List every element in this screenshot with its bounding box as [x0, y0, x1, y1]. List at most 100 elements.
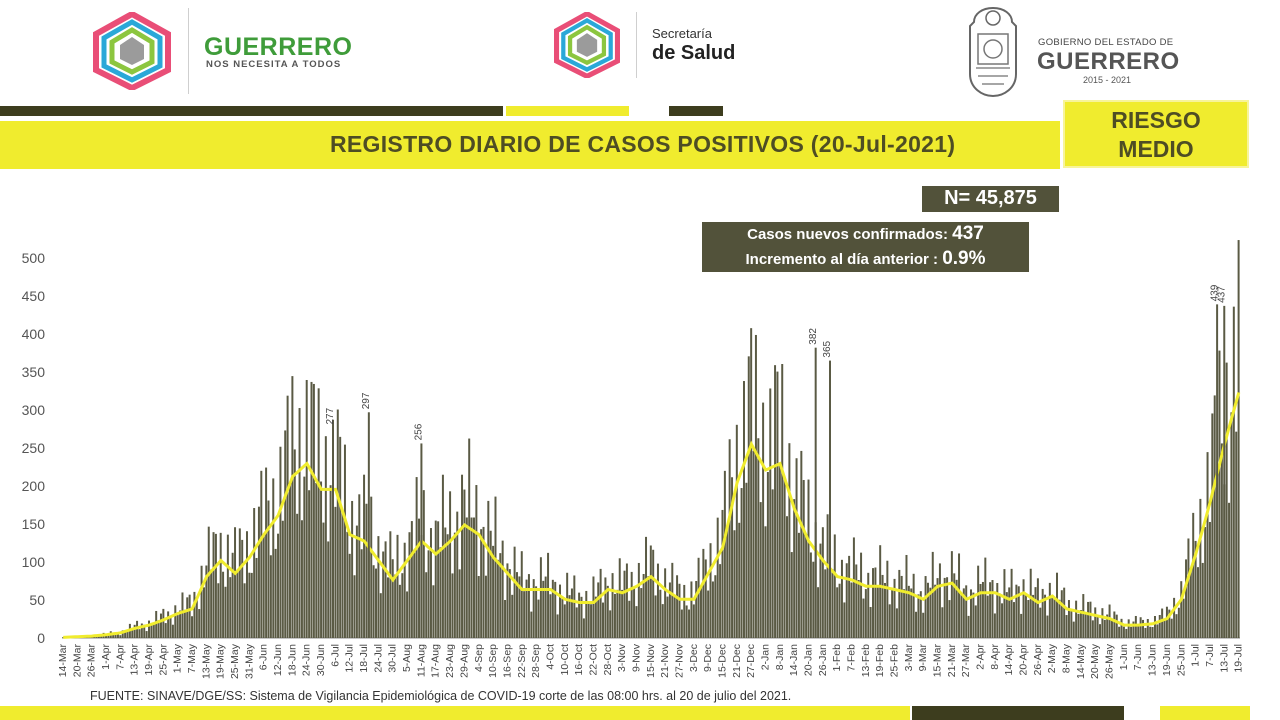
bar — [876, 586, 879, 638]
bar — [981, 581, 984, 638]
x-tick-label: 15-Mar — [931, 644, 943, 678]
bar — [850, 582, 853, 638]
x-tick-label: 8-Jan — [774, 644, 786, 670]
bar — [1075, 600, 1078, 638]
bar — [494, 496, 497, 638]
bar — [991, 580, 994, 638]
bar — [1218, 350, 1221, 638]
bar — [516, 572, 518, 638]
bar — [1144, 627, 1147, 638]
bar — [864, 589, 867, 638]
bar — [922, 612, 925, 638]
bar — [1182, 598, 1185, 638]
bar — [267, 500, 270, 638]
bar — [1199, 498, 1202, 638]
bar — [1044, 594, 1047, 638]
bar — [1101, 608, 1104, 638]
x-tick-label: 2-Apr — [974, 644, 986, 670]
bar — [243, 583, 246, 638]
x-tick-label: 26-Jan — [817, 644, 829, 676]
peak-bar — [420, 443, 423, 638]
x-tick-label: 3-Nov — [616, 643, 628, 672]
bar — [291, 376, 294, 638]
x-tick-label: 7-Feb — [845, 644, 857, 672]
bar — [489, 530, 492, 638]
bar — [836, 587, 839, 638]
bar — [176, 615, 179, 638]
bar — [886, 560, 889, 638]
bar — [427, 550, 430, 638]
bar — [635, 606, 638, 638]
bar — [958, 553, 961, 638]
bar — [167, 611, 170, 638]
bar — [470, 517, 473, 638]
bar — [1187, 538, 1190, 638]
bar — [181, 592, 184, 638]
title-band — [0, 121, 1060, 169]
bar — [809, 552, 812, 638]
bar — [1060, 590, 1063, 638]
bar — [401, 573, 404, 638]
new-cases-label: Casos nuevos confirmados: — [747, 226, 948, 243]
bar — [661, 604, 664, 638]
x-tick-label: 13-May — [200, 643, 212, 679]
x-tick-label: 17-Aug — [430, 644, 442, 678]
peak-value-label: 365 — [822, 340, 833, 357]
bar — [537, 599, 540, 638]
bar — [346, 531, 349, 638]
bar — [774, 365, 777, 638]
bar — [303, 476, 306, 638]
peak-value-label: 382 — [808, 328, 819, 345]
bar — [728, 439, 731, 638]
bar — [719, 564, 722, 638]
bar — [852, 537, 855, 638]
x-tick-label: 19-Jun — [1161, 644, 1173, 676]
bar — [819, 543, 822, 638]
bar — [501, 540, 504, 638]
bar — [917, 594, 920, 638]
bar — [1108, 604, 1111, 638]
x-tick-label: 27-Nov — [673, 643, 685, 678]
bar — [245, 531, 248, 638]
bar — [895, 608, 898, 638]
bar — [874, 567, 877, 638]
bar — [487, 500, 490, 638]
bar — [353, 575, 356, 638]
bar — [1163, 619, 1166, 638]
bar — [492, 545, 495, 638]
bar — [666, 596, 669, 638]
bar — [1013, 602, 1015, 638]
bar — [1194, 540, 1197, 638]
bar — [451, 573, 454, 638]
bar — [472, 517, 475, 638]
bar — [341, 512, 344, 638]
bar — [1158, 615, 1161, 638]
bar — [511, 594, 514, 638]
bar — [281, 520, 284, 638]
bar — [136, 620, 139, 638]
bar — [1001, 603, 1004, 638]
bar — [594, 596, 597, 638]
x-tick-label: 15-Dec — [716, 644, 728, 678]
bar — [602, 602, 605, 638]
x-tick-label: 6-Jun — [258, 644, 270, 670]
bar — [458, 569, 461, 638]
bar — [348, 553, 351, 638]
bar — [155, 610, 158, 638]
bar — [867, 572, 870, 638]
bar — [274, 548, 277, 638]
bar — [1067, 600, 1070, 638]
x-tick-label: 29-Aug — [458, 644, 470, 678]
x-tick-label: 9-Nov — [630, 643, 642, 672]
bar — [797, 532, 800, 638]
bar — [625, 563, 628, 638]
bar — [339, 436, 342, 638]
bar — [375, 568, 378, 638]
bar — [193, 591, 196, 638]
bar — [279, 446, 282, 638]
bar — [989, 582, 992, 638]
bar — [547, 552, 550, 638]
bar — [551, 579, 554, 638]
bar — [1161, 608, 1164, 638]
bar — [1003, 569, 1006, 638]
